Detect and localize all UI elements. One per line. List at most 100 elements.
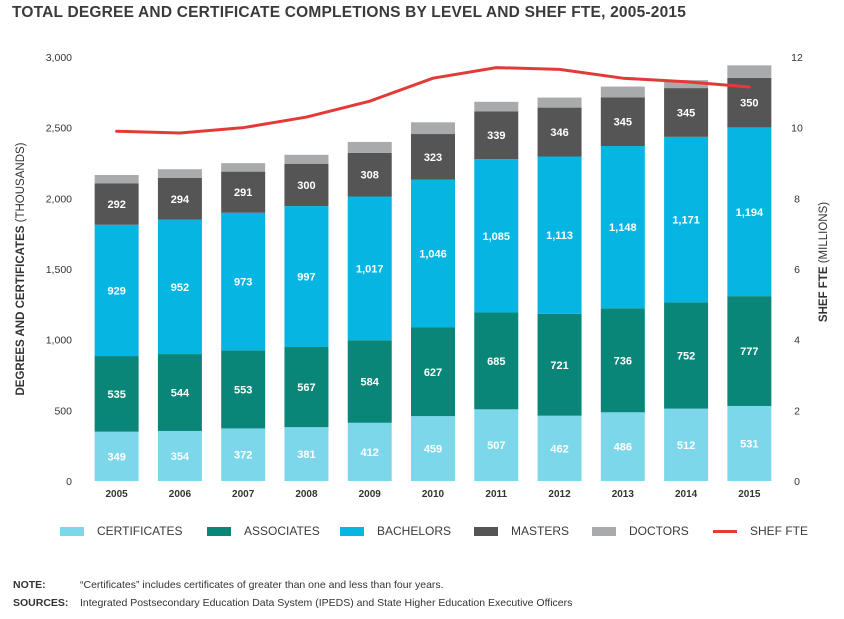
bar-certificates-2008 <box>284 427 329 481</box>
legend-item-masters: MASTERS <box>474 523 569 539</box>
bar-masters-2008 <box>284 163 329 207</box>
bar-doctors-2005 <box>94 175 139 184</box>
legend-swatch-masters <box>474 526 498 536</box>
x-tick-label-2008: 2008 <box>295 489 318 500</box>
bar-associates-2015 <box>727 296 772 406</box>
bar-masters-2014 <box>664 88 709 137</box>
bar-bachelors-2007 <box>221 212 266 351</box>
bar-bachelors-2012 <box>537 156 582 314</box>
bar-certificates-2013 <box>600 412 645 481</box>
data-label-bachelors-2012: 1,113 <box>546 230 573 242</box>
bar-bachelors-2006 <box>157 219 202 355</box>
shef-fte-line <box>115 66 751 135</box>
data-label-associates-2005: 535 <box>107 389 125 401</box>
chart-title: TOTAL DEGREE AND CERTIFICATE COMPLETIONS… <box>12 4 687 21</box>
data-label-bachelors-2011: 1,085 <box>483 231 511 243</box>
data-label-masters-2012: 346 <box>550 127 568 139</box>
sources-row: SOURCES: Integrated Postsecondary Educat… <box>13 594 572 612</box>
legend-item-shef-fte: SHEF FTE <box>713 523 808 539</box>
data-label-masters-2007: 291 <box>234 187 252 199</box>
data-label-bachelors-2008: 997 <box>297 272 315 284</box>
note-row: NOTE: “Certificates” includes certificat… <box>13 576 572 594</box>
legend-item-bachelors: BACHELORS <box>340 523 451 539</box>
x-tick-label-2010: 2010 <box>422 489 445 500</box>
data-label-masters-2011: 339 <box>487 130 505 142</box>
data-label-masters-2014: 345 <box>677 107 695 119</box>
bar-masters-2006 <box>157 177 202 220</box>
data-label-bachelors-2009: 1,017 <box>356 263 384 275</box>
bar-bachelors-2015 <box>727 127 772 297</box>
bar-masters-2009 <box>347 152 392 197</box>
data-label-masters-2010: 323 <box>424 152 442 164</box>
axes-layer: 0 500 1,000 1,500 2,000 2,500 3,000 0 2 4 6 8 10 12 20… <box>15 52 830 500</box>
data-label-associates-2008: 567 <box>297 382 315 394</box>
legend-item-doctors: DOCTORS <box>592 523 689 539</box>
y2-tick-label-0: 0 <box>794 476 800 488</box>
data-label-masters-2009: 308 <box>361 170 379 182</box>
data-label-bachelors-2015: 1,194 <box>736 207 764 219</box>
bar-masters-2012 <box>537 107 582 157</box>
data-label-certificates-2006: 354 <box>171 451 190 463</box>
bar-bachelors-2005 <box>94 224 139 357</box>
data-label-bachelors-2013: 1,148 <box>609 222 637 234</box>
y-tick-label-0: 0 <box>66 476 72 488</box>
bar-associates-2013 <box>600 308 645 413</box>
legend-swatch-associates <box>207 526 231 536</box>
note-label: NOTE: <box>13 579 46 591</box>
bar-certificates-2005 <box>94 431 139 481</box>
y-tick-label-500: 500 <box>54 405 72 417</box>
shef-fte-line-layer <box>115 66 751 135</box>
data-label-masters-2015: 350 <box>740 98 758 110</box>
y2-tick-label-12: 12 <box>791 52 803 64</box>
data-label-certificates-2014: 512 <box>677 440 695 452</box>
data-label-associates-2014: 752 <box>677 351 695 363</box>
legend-label-certificates: CERTIFICATES <box>97 524 183 538</box>
y2-tick-label-2: 2 <box>794 405 800 417</box>
x-tick-label-2006: 2006 <box>169 489 192 500</box>
bar-certificates-2007 <box>221 428 266 481</box>
y2-axis-title-light: (MILLIONS) <box>818 202 830 267</box>
legend-label-associates: ASSOCIATES <box>244 524 320 538</box>
x-tick-label-2013: 2013 <box>612 489 635 500</box>
data-label-masters-2008: 300 <box>297 180 315 192</box>
bar-bachelors-2009 <box>347 196 392 341</box>
data-label-associates-2015: 777 <box>740 346 758 358</box>
bar-doctors-2013 <box>600 86 645 98</box>
data-label-bachelors-2006: 952 <box>171 282 189 294</box>
bar-masters-2005 <box>94 183 139 225</box>
bar-associates-2008 <box>284 347 329 428</box>
bar-masters-2007 <box>221 171 266 213</box>
data-label-associates-2007: 553 <box>234 384 252 396</box>
bar-associates-2011 <box>474 312 519 410</box>
bar-certificates-2014 <box>664 408 709 481</box>
y-tick-label-1500: 1,500 <box>46 264 72 276</box>
bar-doctors-2011 <box>474 101 519 112</box>
x-tick-label-2005: 2005 <box>106 489 129 500</box>
bar-bachelors-2008 <box>284 206 329 348</box>
bar-doctors-2010 <box>411 122 455 135</box>
sources-label: SOURCES: <box>13 597 69 609</box>
bar-bachelors-2011 <box>474 159 519 313</box>
data-label-bachelors-2014: 1,171 <box>672 215 700 227</box>
data-label-associates-2012: 721 <box>550 360 568 372</box>
data-label-certificates-2009: 412 <box>361 447 379 459</box>
legend-swatch-bachelors <box>340 526 364 536</box>
data-label-certificates-2008: 381 <box>297 449 315 461</box>
data-label-bachelors-2007: 973 <box>234 277 252 289</box>
bar-doctors-2007 <box>221 163 266 172</box>
bar-associates-2006 <box>157 354 202 431</box>
x-tick-label-2011: 2011 <box>485 489 507 500</box>
bar-certificates-2015 <box>727 405 772 481</box>
y2-axis-title: SHEF FTE (MILLIONS) <box>818 202 830 322</box>
y2-tick-label-10: 10 <box>791 123 803 135</box>
bar-bachelors-2014 <box>664 136 709 303</box>
bar-associates-2010 <box>411 327 455 417</box>
data-label-certificates-2005: 349 <box>107 451 125 463</box>
legend-label-shef-fte: SHEF FTE <box>750 524 809 538</box>
y-tick-label-2000: 2,000 <box>46 193 72 205</box>
data-label-bachelors-2005: 929 <box>107 285 125 297</box>
data-label-masters-2005: 292 <box>107 199 125 211</box>
y-axis-title-bold: DEGREES AND CERTIFICATES <box>15 225 27 395</box>
y2-tick-label-6: 6 <box>794 264 800 276</box>
data-label-certificates-2012: 462 <box>550 443 568 455</box>
